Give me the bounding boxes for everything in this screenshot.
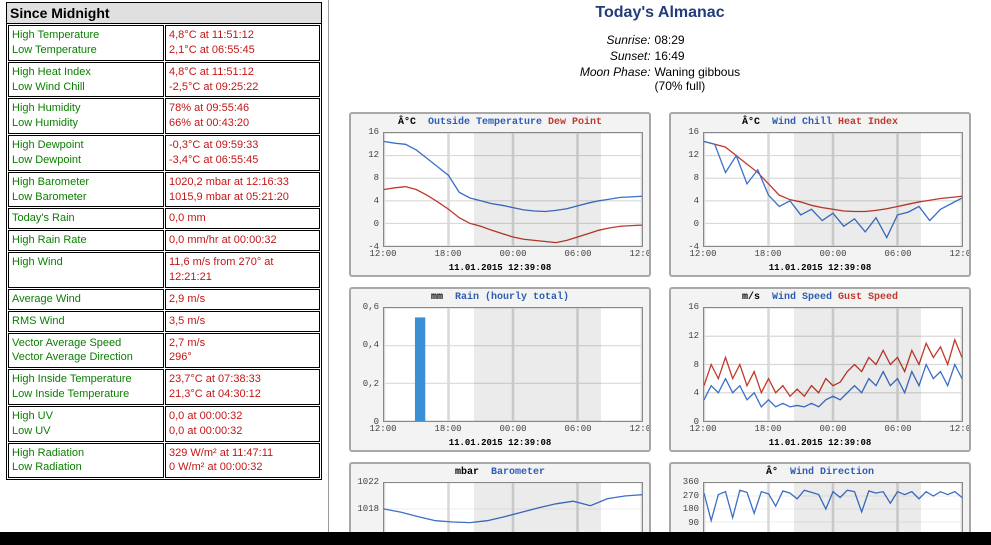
x-axis: 12:0018:0000:0006:0012:00 [383,249,643,261]
row-labels: High Wind [8,252,164,288]
almanac-row: Sunrise:08:29 [580,32,740,48]
almanac-value: Waning gibbous(70% full) [655,64,741,94]
x-axis: 12:0018:0000:0006:0012:00 [703,249,963,261]
row-labels: High Heat IndexLow Wind Chill [8,62,164,98]
y-axis: 0481216 [673,307,701,422]
row-labels: High UVLow UV [8,406,164,442]
table-row: High TemperatureLow Temperature4,8°C at … [8,25,320,61]
chart-windchill: Â°C Wind Chill Heat Index -4048121612:001… [669,112,971,277]
since-midnight-heading: Since Midnight [6,2,322,23]
row-values: 2,9 m/s [165,289,320,310]
row-values: 3,5 m/s [165,311,320,332]
almanac-row: Moon Phase:Waning gibbous(70% full) [580,64,740,94]
row-values: 329 W/m² at 11:47:110 W/m² at 00:00:32 [165,443,320,479]
almanac-rows: Sunrise:08:29Sunset:16:49Moon Phase:Wani… [580,32,740,94]
table-row: High UVLow UV0,0 at 00:00:320,0 at 00:00… [8,406,320,442]
row-labels: Today's Rain [8,208,164,229]
table-row: High Inside TemperatureLow Inside Temper… [8,369,320,405]
chart-timestamp: 11.01.2015 12:39:08 [351,438,649,448]
chart-title: Â°C Outside Temperature Dew Point [353,116,647,130]
row-values: 11,6 m/s from 270° at 12:21:21 [165,252,320,288]
y-axis: 101410181022 [353,482,381,536]
row-values: 0,0 at 00:00:320,0 at 00:00:32 [165,406,320,442]
table-row: RMS Wind3,5 m/s [8,311,320,332]
y-axis: 90180270360 [673,482,701,536]
plot-area [383,482,643,536]
chart-timestamp: 11.01.2015 12:39:08 [671,263,969,273]
right-column: Today's Almanac Sunrise:08:29Sunset:16:4… [329,0,991,545]
chart-title: mbar Barometer [353,466,647,480]
table-row: High HumidityLow Humidity78% at 09:55:46… [8,98,320,134]
plot-area [703,132,963,247]
bottom-letterbox [0,532,991,545]
plot-area [703,307,963,422]
row-labels: High BarometerLow Barometer [8,172,164,208]
table-row: High Heat IndexLow Wind Chill4,8°C at 11… [8,62,320,98]
since-midnight-table: Since MidnightHigh TemperatureLow Temper… [6,2,322,480]
row-labels: Vector Average SpeedVector Average Direc… [8,333,164,369]
row-values: -0,3°C at 09:59:33-3,4°C at 06:55:45 [165,135,320,171]
row-values: 1020,2 mbar at 12:16:331015,9 mbar at 05… [165,172,320,208]
chart-timestamp: 11.01.2015 12:39:08 [671,438,969,448]
table-row: High RadiationLow Radiation329 W/m² at 1… [8,443,320,479]
row-labels: High Rain Rate [8,230,164,251]
plot-area [383,132,643,247]
y-axis: -40481216 [673,132,701,247]
chart-timestamp: 11.01.2015 12:39:08 [351,263,649,273]
plot-area [703,482,963,536]
row-values: 4,8°C at 11:51:12-2,5°C at 09:25:22 [165,62,320,98]
table-row: High BarometerLow Barometer1020,2 mbar a… [8,172,320,208]
y-axis: 00,20,40,6 [353,307,381,422]
almanac-key: Sunrise: [580,32,655,48]
row-values: 4,8°C at 11:51:122,1°C at 06:55:45 [165,25,320,61]
row-labels: High TemperatureLow Temperature [8,25,164,61]
table-row: Today's Rain0,0 mm [8,208,320,229]
x-axis: 12:0018:0000:0006:0012:00 [383,424,643,436]
table-row: Average Wind2,9 m/s [8,289,320,310]
row-labels: High HumidityLow Humidity [8,98,164,134]
plot-area [383,307,643,422]
almanac-row: Sunset:16:49 [580,48,740,64]
charts-grid: Â°C Outside Temperature Dew Point -404812… [349,112,971,544]
row-labels: High RadiationLow Radiation [8,443,164,479]
almanac-value: 16:49 [655,48,741,64]
row-values: 0,0 mm [165,208,320,229]
row-labels: High DewpointLow Dewpoint [8,135,164,171]
y-axis: -40481216 [353,132,381,247]
row-values: 23,7°C at 07:38:3321,3°C at 04:30:12 [165,369,320,405]
row-values: 0,0 mm/hr at 00:00:32 [165,230,320,251]
table-row: Vector Average SpeedVector Average Direc… [8,333,320,369]
row-labels: RMS Wind [8,311,164,332]
almanac-title: Today's Almanac [349,4,971,22]
chart-title: m/s Wind Speed Gust Speed [673,291,967,305]
left-column: Since MidnightHigh TemperatureLow Temper… [0,0,328,545]
table-row: High DewpointLow Dewpoint-0,3°C at 09:59… [8,135,320,171]
chart-title: Â°C Wind Chill Heat Index [673,116,967,130]
row-values: 2,7 m/s296° [165,333,320,369]
almanac-key: Sunset: [580,48,655,64]
row-labels: Average Wind [8,289,164,310]
chart-temperature: Â°C Outside Temperature Dew Point -404812… [349,112,651,277]
table-row: High Wind11,6 m/s from 270° at 12:21:21 [8,252,320,288]
chart-rain: mm Rain (hourly total) 00,20,40,612:0018:… [349,287,651,452]
x-axis: 12:0018:0000:0006:0012:00 [703,424,963,436]
page: Since MidnightHigh TemperatureLow Temper… [0,0,991,545]
chart-title: mm Rain (hourly total) [353,291,647,305]
table-row: High Rain Rate0,0 mm/hr at 00:00:32 [8,230,320,251]
chart-windspeed: m/s Wind Speed Gust Speed 048121612:0018:… [669,287,971,452]
almanac-value: 08:29 [655,32,741,48]
row-labels: High Inside TemperatureLow Inside Temper… [8,369,164,405]
almanac-key: Moon Phase: [580,64,655,94]
chart-title: Â° Wind Direction [673,466,967,480]
row-values: 78% at 09:55:4666% at 00:43:20 [165,98,320,134]
